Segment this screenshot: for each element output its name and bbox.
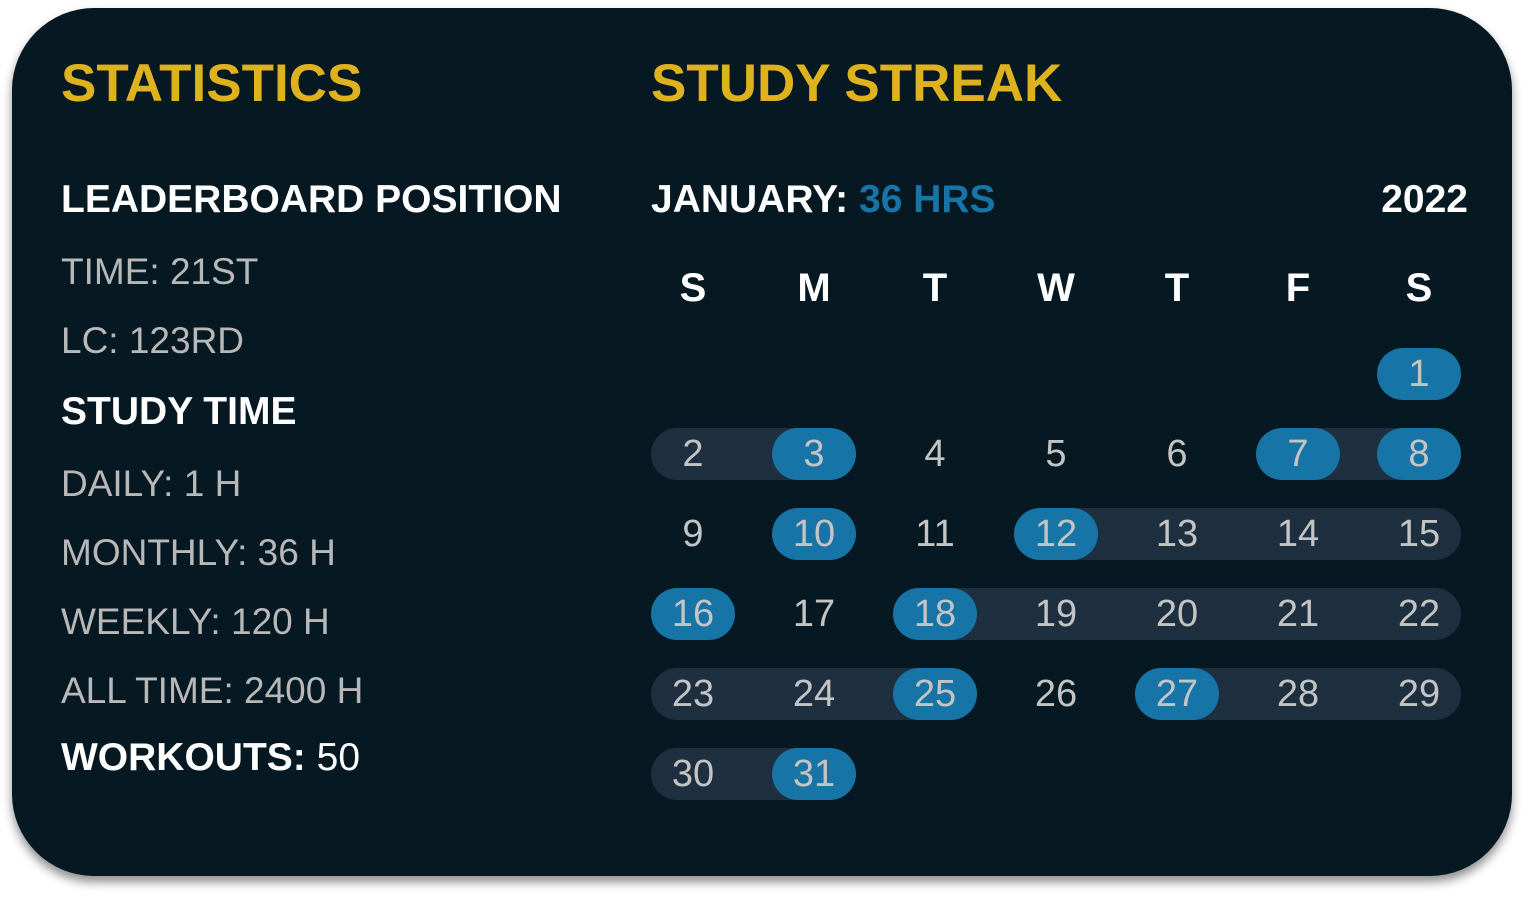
calendar-day[interactable]: 29 <box>1397 673 1441 715</box>
highlighted-day-marker <box>893 668 977 720</box>
study-time-heading: STUDY TIME <box>61 390 297 433</box>
statistics-title: STATISTICS <box>61 54 363 113</box>
calendar-day[interactable]: 8 <box>1408 433 1430 475</box>
calendar-day[interactable]: 2 <box>682 433 704 475</box>
calendar-day[interactable]: 18 <box>913 593 957 635</box>
calendar-day[interactable]: 10 <box>792 513 836 555</box>
calendar-day[interactable]: 5 <box>1045 433 1067 475</box>
calendar-day[interactable]: 24 <box>792 673 836 715</box>
calendar-day[interactable]: 6 <box>1166 433 1188 475</box>
calendar-day[interactable]: 21 <box>1276 593 1320 635</box>
calendar-day[interactable]: 20 <box>1155 593 1199 635</box>
year-label: 2022 <box>1381 178 1468 221</box>
calendar-day[interactable]: 25 <box>913 673 957 715</box>
calendar-day[interactable]: 31 <box>792 753 836 795</box>
calendar-day[interactable]: 13 <box>1155 513 1199 555</box>
study-streak-title: STUDY STREAK <box>651 54 1063 113</box>
highlighted-day-marker <box>1135 668 1219 720</box>
workouts-value: 50 <box>305 736 361 779</box>
calendar-day[interactable]: 19 <box>1034 593 1078 635</box>
weekday-header: S <box>1405 266 1433 310</box>
highlighted-day-marker <box>772 508 856 560</box>
weekday-header: F <box>1285 266 1311 310</box>
weekday-header: S <box>679 266 707 310</box>
highlighted-day-marker <box>1014 508 1098 560</box>
calendar-day[interactable]: 27 <box>1155 673 1199 715</box>
calendar-day[interactable]: 9 <box>682 513 704 555</box>
time-rank: TIME: 21ST <box>61 251 259 292</box>
calendar-day[interactable]: 17 <box>792 593 836 635</box>
monthly-time: MONTHLY: 36 H <box>61 532 336 573</box>
month-label: JANUARY: <box>651 178 860 221</box>
calendar-day[interactable]: 28 <box>1276 673 1320 715</box>
calendar-day[interactable]: 3 <box>803 433 825 475</box>
streak-band <box>893 588 1461 640</box>
calendar-day[interactable]: 22 <box>1397 593 1441 635</box>
daily-time: DAILY: 1 H <box>61 463 242 504</box>
all-time: ALL TIME: 2400 H <box>61 670 364 711</box>
calendar-day[interactable]: 11 <box>915 513 955 555</box>
calendar-day[interactable]: 12 <box>1034 513 1078 555</box>
calendar-day[interactable]: 7 <box>1287 433 1309 475</box>
weekday-header: W <box>1037 266 1075 310</box>
month-hours: 36 HRS <box>859 178 996 221</box>
month-summary: JANUARY: 36 HRS <box>651 180 996 219</box>
highlighted-day-marker <box>651 588 735 640</box>
calendar-day[interactable]: 23 <box>671 673 715 715</box>
calendar-day[interactable]: 1 <box>1408 353 1430 395</box>
calendar-day[interactable]: 16 <box>671 593 715 635</box>
highlighted-day-marker <box>1377 348 1461 400</box>
calendar-day[interactable]: 4 <box>924 433 946 475</box>
highlighted-day-marker <box>1256 428 1340 480</box>
leaderboard-heading: LEADERBOARD POSITION <box>61 178 562 221</box>
calendar-day[interactable]: 26 <box>1034 673 1078 715</box>
highlighted-day-marker <box>1377 428 1461 480</box>
weekday-header: T <box>922 266 948 310</box>
workouts-label: WORKOUTS: <box>61 736 306 779</box>
weekday-header: T <box>1164 266 1190 310</box>
weekly-time: WEEKLY: 120 H <box>61 601 330 642</box>
highlighted-day-marker <box>772 428 856 480</box>
calendar-day[interactable]: 15 <box>1397 513 1441 555</box>
highlighted-day-marker <box>772 748 856 800</box>
calendar-day[interactable]: 14 <box>1276 513 1320 555</box>
lc-rank: LC: 123RD <box>61 320 245 361</box>
highlighted-day-marker <box>893 588 977 640</box>
workouts: WORKOUTS: 50 <box>61 738 360 777</box>
calendar-day[interactable]: 30 <box>671 753 715 795</box>
weekday-header: M <box>797 266 831 310</box>
